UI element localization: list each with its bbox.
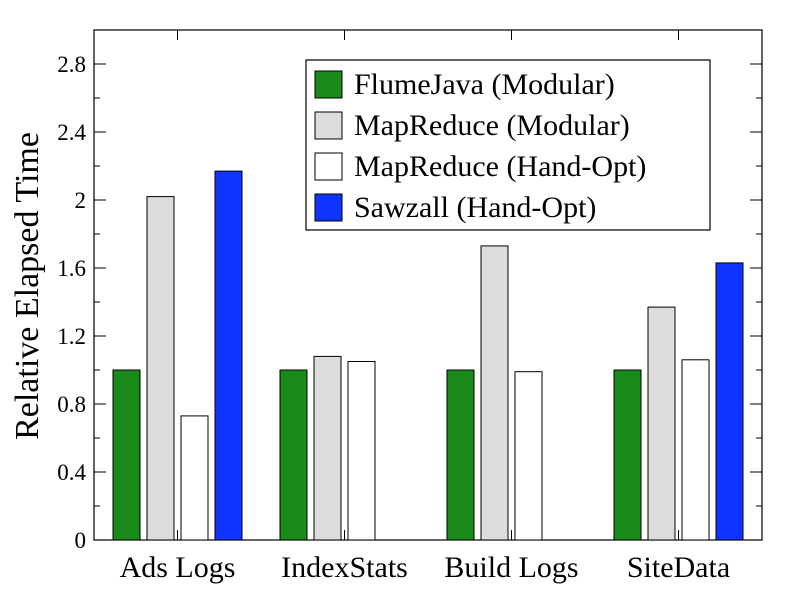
- y-tick-label: 0.4: [57, 460, 86, 485]
- legend-entry: MapReduce (Modular): [354, 109, 630, 142]
- y-tick-label: 0: [75, 528, 87, 553]
- bar: [180, 415, 209, 541]
- bar: [279, 369, 308, 541]
- bar: [313, 355, 342, 541]
- legend-swatch: [314, 152, 343, 181]
- y-axis-title: Relative Elapsed Time: [9, 132, 46, 440]
- y-tick-label: 2: [75, 188, 87, 213]
- x-category-label: Ads Logs: [120, 551, 236, 584]
- x-category-label: SiteData: [627, 551, 730, 584]
- legend-swatch: [314, 193, 343, 222]
- bar: [146, 196, 175, 541]
- bar: [681, 359, 710, 541]
- y-tick-label: 1.6: [57, 256, 86, 281]
- bar: [480, 245, 509, 541]
- bar: [347, 361, 376, 541]
- y-tick-label: 2.8: [57, 52, 86, 77]
- bar: [112, 369, 141, 541]
- y-tick-label: 0.8: [57, 392, 86, 417]
- bar: [214, 170, 243, 541]
- plot-frame: [93, 29, 763, 541]
- bar: [446, 369, 475, 541]
- y-tick-label: 2.4: [57, 120, 86, 145]
- x-category-label: IndexStats: [281, 551, 408, 584]
- legend-swatch: [314, 70, 343, 99]
- bar: [715, 262, 744, 541]
- y-tick-label: 1.2: [57, 324, 86, 349]
- legend-entry: Sawzall (Hand-Opt): [354, 191, 596, 224]
- axes: 0 0.4 0.8 1.2 1.6 2 2.4 2.8 Ads Logs IndexStats Bu…: [57, 29, 762, 584]
- x-category-label: Build Logs: [444, 551, 578, 584]
- bar: [514, 371, 543, 541]
- plot-area: [93, 29, 763, 541]
- legend-entry: MapReduce (Hand-Opt): [354, 150, 646, 183]
- legend-entry: FlumeJava (Modular): [354, 68, 615, 101]
- legend-box: [305, 59, 711, 231]
- bar: [613, 369, 642, 541]
- legend: FlumeJava (Modular) MapReduce (Modular) Ma…: [305, 59, 711, 231]
- bar: [647, 306, 676, 541]
- legend-swatch: [314, 111, 343, 140]
- bars: [112, 170, 744, 541]
